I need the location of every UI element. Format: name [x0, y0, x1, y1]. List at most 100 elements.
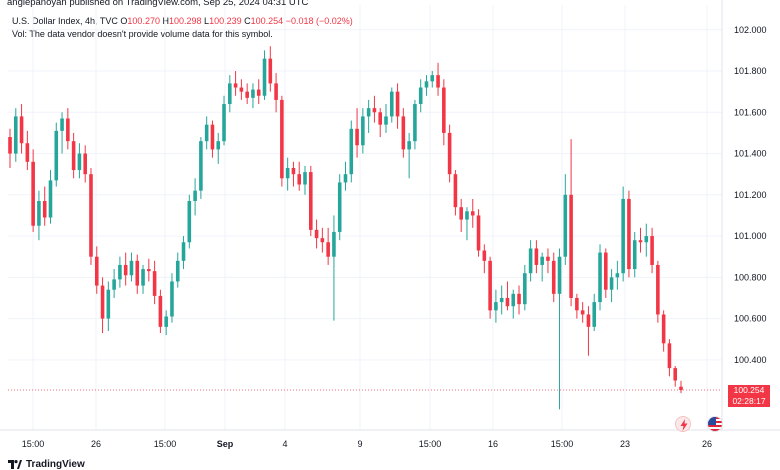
- candle-body: [262, 58, 267, 96]
- x-tick-label: 23: [620, 439, 630, 449]
- candle-body: [337, 182, 342, 232]
- candle-body: [25, 143, 30, 162]
- candle-body: [488, 260, 492, 311]
- candle-body: [268, 58, 273, 84]
- candle-body: [442, 87, 446, 133]
- change-value: −0.018 (−0.02%): [285, 16, 353, 26]
- candle-body: [476, 215, 481, 251]
- candle-body: [100, 285, 105, 319]
- candle-body: [407, 141, 411, 150]
- candle-body: [303, 172, 307, 185]
- candle-body: [667, 343, 672, 369]
- candle-body: [384, 116, 388, 125]
- y-tick-label: 100.400: [734, 355, 767, 365]
- candle-body: [233, 83, 238, 88]
- candle-body: [343, 174, 348, 183]
- brand-name: TradingView: [26, 459, 85, 470]
- x-tick-label: 26: [702, 439, 712, 449]
- candle-body: [517, 293, 521, 305]
- candle-body: [586, 314, 591, 327]
- candle-body: [499, 297, 504, 303]
- open-value: 100.270: [127, 16, 160, 26]
- candle-body: [222, 104, 226, 142]
- tradingview-logo-icon: [8, 460, 22, 469]
- symbol-title[interactable]: U.S. Dollar Index, 4h, TVC: [12, 16, 118, 26]
- candle-body: [228, 83, 232, 105]
- candle-body: [621, 198, 625, 274]
- x-tick-label: Sep: [217, 439, 234, 449]
- candle-body: [540, 256, 544, 265]
- candle-body: [447, 132, 452, 175]
- x-tick-label: 16: [488, 439, 498, 449]
- candle-body: [48, 180, 53, 218]
- high-value: 100.298: [168, 16, 202, 26]
- candle-body: [280, 99, 284, 179]
- x-tick-label: 9: [357, 439, 362, 449]
- candle-body: [285, 167, 290, 179]
- candle-body: [129, 260, 134, 276]
- candle-body: [274, 83, 278, 100]
- candle-body: [430, 75, 435, 82]
- low-label: L: [204, 16, 210, 26]
- candle-body: [297, 174, 302, 185]
- candle-body: [204, 124, 209, 142]
- x-tick-label: 15:00: [154, 439, 177, 449]
- publisher-line: anglepanoyan published on TradingView.co…: [7, 0, 309, 8]
- candle-body: [71, 141, 76, 171]
- candle-body: [199, 141, 203, 191]
- candle-body: [644, 236, 649, 243]
- candle-body: [54, 130, 59, 181]
- close-label: C: [244, 16, 251, 26]
- candle-body: [13, 116, 18, 154]
- y-tick-label: 100.600: [734, 314, 767, 324]
- candle-body: [251, 89, 255, 98]
- candle-body: [523, 273, 527, 305]
- candle-body: [615, 273, 620, 278]
- candle-body: [193, 190, 197, 201]
- candle-body: [511, 293, 516, 307]
- y-tick-label: 102.000: [734, 25, 767, 35]
- candle-body: [465, 211, 469, 220]
- candle-body: [528, 248, 533, 274]
- us-flag-icon[interactable]: [707, 416, 723, 432]
- candle-body: [332, 231, 336, 257]
- bolt-icon[interactable]: [675, 416, 691, 432]
- x-tick-label: 4: [282, 439, 287, 449]
- candle-body: [627, 198, 631, 270]
- candle-body: [239, 87, 244, 92]
- candle-body: [424, 81, 429, 88]
- candle-body: [152, 271, 157, 296]
- candle-body: [349, 128, 354, 175]
- candle-body: [141, 269, 145, 286]
- candle-body: [106, 289, 111, 319]
- candle-body: [355, 128, 359, 146]
- candle-body: [361, 116, 365, 146]
- candle-body: [83, 153, 87, 175]
- candle-body: [436, 75, 440, 88]
- candle-body: [638, 240, 643, 243]
- y-tick-label: 101.000: [734, 231, 767, 241]
- candle-body: [60, 118, 64, 131]
- candle-body: [673, 368, 678, 381]
- open-label: O: [120, 16, 128, 26]
- candle-body: [604, 252, 608, 290]
- candle-body: [418, 87, 423, 105]
- candle-body: [679, 386, 683, 390]
- candle-body: [187, 200, 192, 243]
- candle-body: [37, 200, 41, 226]
- candle-body: [413, 104, 417, 142]
- candle-body: [66, 118, 70, 142]
- candle-body: [210, 124, 215, 150]
- candle-body: [563, 194, 568, 257]
- candle-body: [632, 240, 637, 270]
- candle-body: [123, 264, 128, 276]
- candle-body: [170, 281, 174, 317]
- candle-body: [569, 194, 573, 298]
- close-value: 100.254: [250, 16, 284, 26]
- x-tick-label: 26: [91, 439, 101, 449]
- candle-body: [8, 137, 12, 154]
- candle-body: [366, 108, 371, 117]
- candle-body: [112, 279, 116, 290]
- candle-body: [401, 116, 406, 150]
